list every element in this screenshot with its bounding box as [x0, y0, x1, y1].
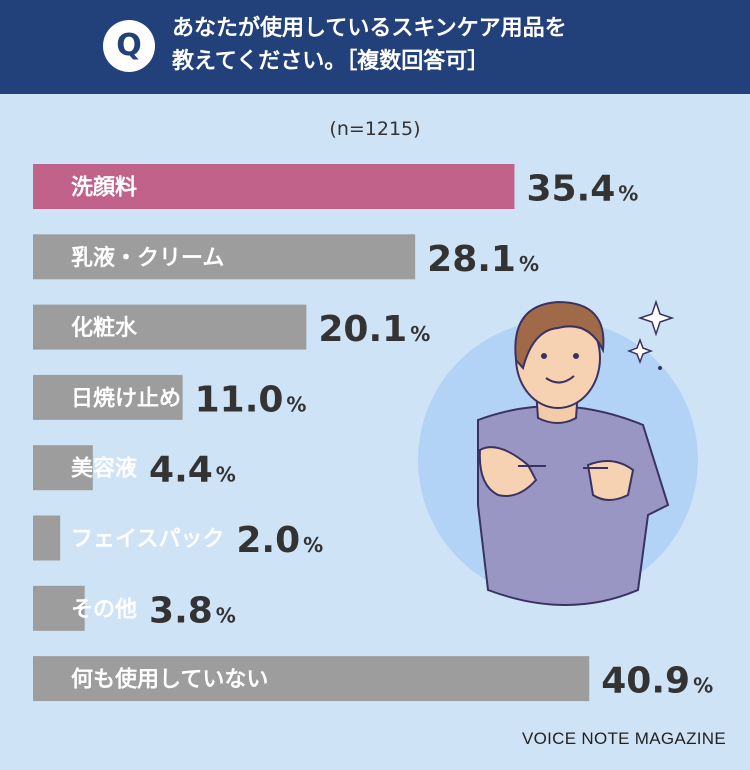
bar-2: [33, 304, 307, 350]
value-label-2: 20.1%: [318, 309, 430, 350]
value-label-6: 3.8%: [149, 590, 236, 631]
value-label-3: 11.0%: [195, 379, 307, 420]
value-label-1: 28.1%: [427, 239, 539, 280]
bar-1: [33, 234, 416, 280]
value-label-0: 35.4%: [526, 169, 638, 210]
question-line-1: あなたが使用しているスキンケア用品を: [172, 16, 567, 41]
man-pointing-illustration: [418, 299, 698, 606]
value-label-7: 40.9%: [601, 661, 713, 702]
bar-0: [33, 164, 515, 209]
credit-text: VOICE NOTE MAGAZINE: [521, 729, 726, 748]
bar-4: [33, 445, 93, 491]
q-badge: Q: [103, 20, 155, 72]
value-label-5: 2.0%: [236, 520, 323, 561]
category-label-7: 何も使用していない: [71, 667, 268, 693]
category-label-3: 日焼け止め: [71, 385, 181, 411]
category-label-2: 化粧水: [71, 315, 138, 341]
category-label-4: 美容液: [71, 456, 137, 482]
bar-6: [33, 585, 85, 631]
category-label-1: 乳液・クリーム: [71, 245, 224, 271]
sample-size: (n=1215): [329, 118, 421, 140]
category-label-0: 洗顔料: [71, 175, 137, 201]
bar-7: [33, 656, 590, 702]
category-label-6: その他: [71, 597, 137, 622]
question-header: Q あなたが使用しているスキンケア用品を 教えてください。［複数回答可］: [0, 0, 750, 94]
question-text: あなたが使用しているスキンケア用品を 教えてください。［複数回答可］: [172, 12, 567, 78]
category-label-5: フェイスパック: [71, 527, 224, 552]
bar-3: [33, 374, 183, 420]
question-line-2: 教えてください。［複数回答可］: [172, 49, 490, 74]
value-label-4: 4.4%: [149, 450, 236, 491]
bar-5: [33, 515, 61, 561]
